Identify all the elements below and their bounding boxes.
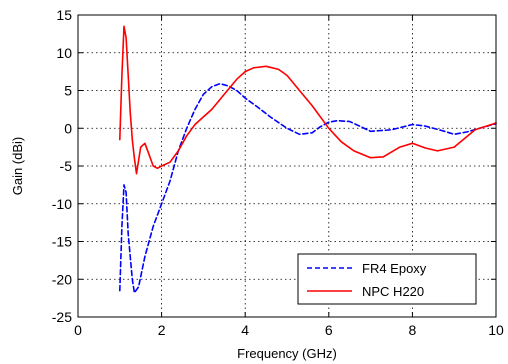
series-layer bbox=[119, 25, 497, 294]
legend-box bbox=[297, 253, 477, 305]
y-tick-label: 15 bbox=[56, 7, 72, 23]
y-axis-label: Gain (dBi) bbox=[10, 137, 25, 196]
x-tick-label: 8 bbox=[409, 322, 417, 338]
tick-labels: 0 2 4 6 8 10 15 10 5 0 -5 -10 -15 -20 -25 bbox=[52, 7, 504, 338]
legend-label-npc-h220: NPC H220 bbox=[362, 284, 424, 299]
legend: FR4 Epoxy NPC H220 bbox=[297, 253, 477, 305]
x-tick-label: 10 bbox=[488, 322, 504, 338]
series-line-npc-h220 bbox=[119, 25, 497, 175]
x-axis-label: Frequency (GHz) bbox=[237, 346, 337, 361]
x-tick-label: 2 bbox=[158, 322, 166, 338]
y-tick-label: -15 bbox=[52, 234, 72, 250]
y-tick-label: -5 bbox=[60, 158, 73, 174]
ticks bbox=[77, 14, 497, 318]
x-tick-label: 6 bbox=[325, 322, 333, 338]
y-tick-label: -10 bbox=[52, 196, 72, 212]
y-tick-label: -25 bbox=[52, 309, 72, 325]
legend-label-fr4-epoxy: FR4 Epoxy bbox=[362, 261, 427, 276]
grid bbox=[78, 15, 496, 317]
x-tick-label: 4 bbox=[241, 322, 249, 338]
y-tick-label: 0 bbox=[64, 120, 72, 136]
series-line-fr4-epoxy bbox=[119, 82, 497, 294]
y-tick-label: 5 bbox=[64, 83, 72, 99]
y-tick-label: -20 bbox=[52, 271, 72, 287]
x-tick-label: 0 bbox=[74, 322, 82, 338]
y-tick-label: 10 bbox=[56, 45, 72, 61]
